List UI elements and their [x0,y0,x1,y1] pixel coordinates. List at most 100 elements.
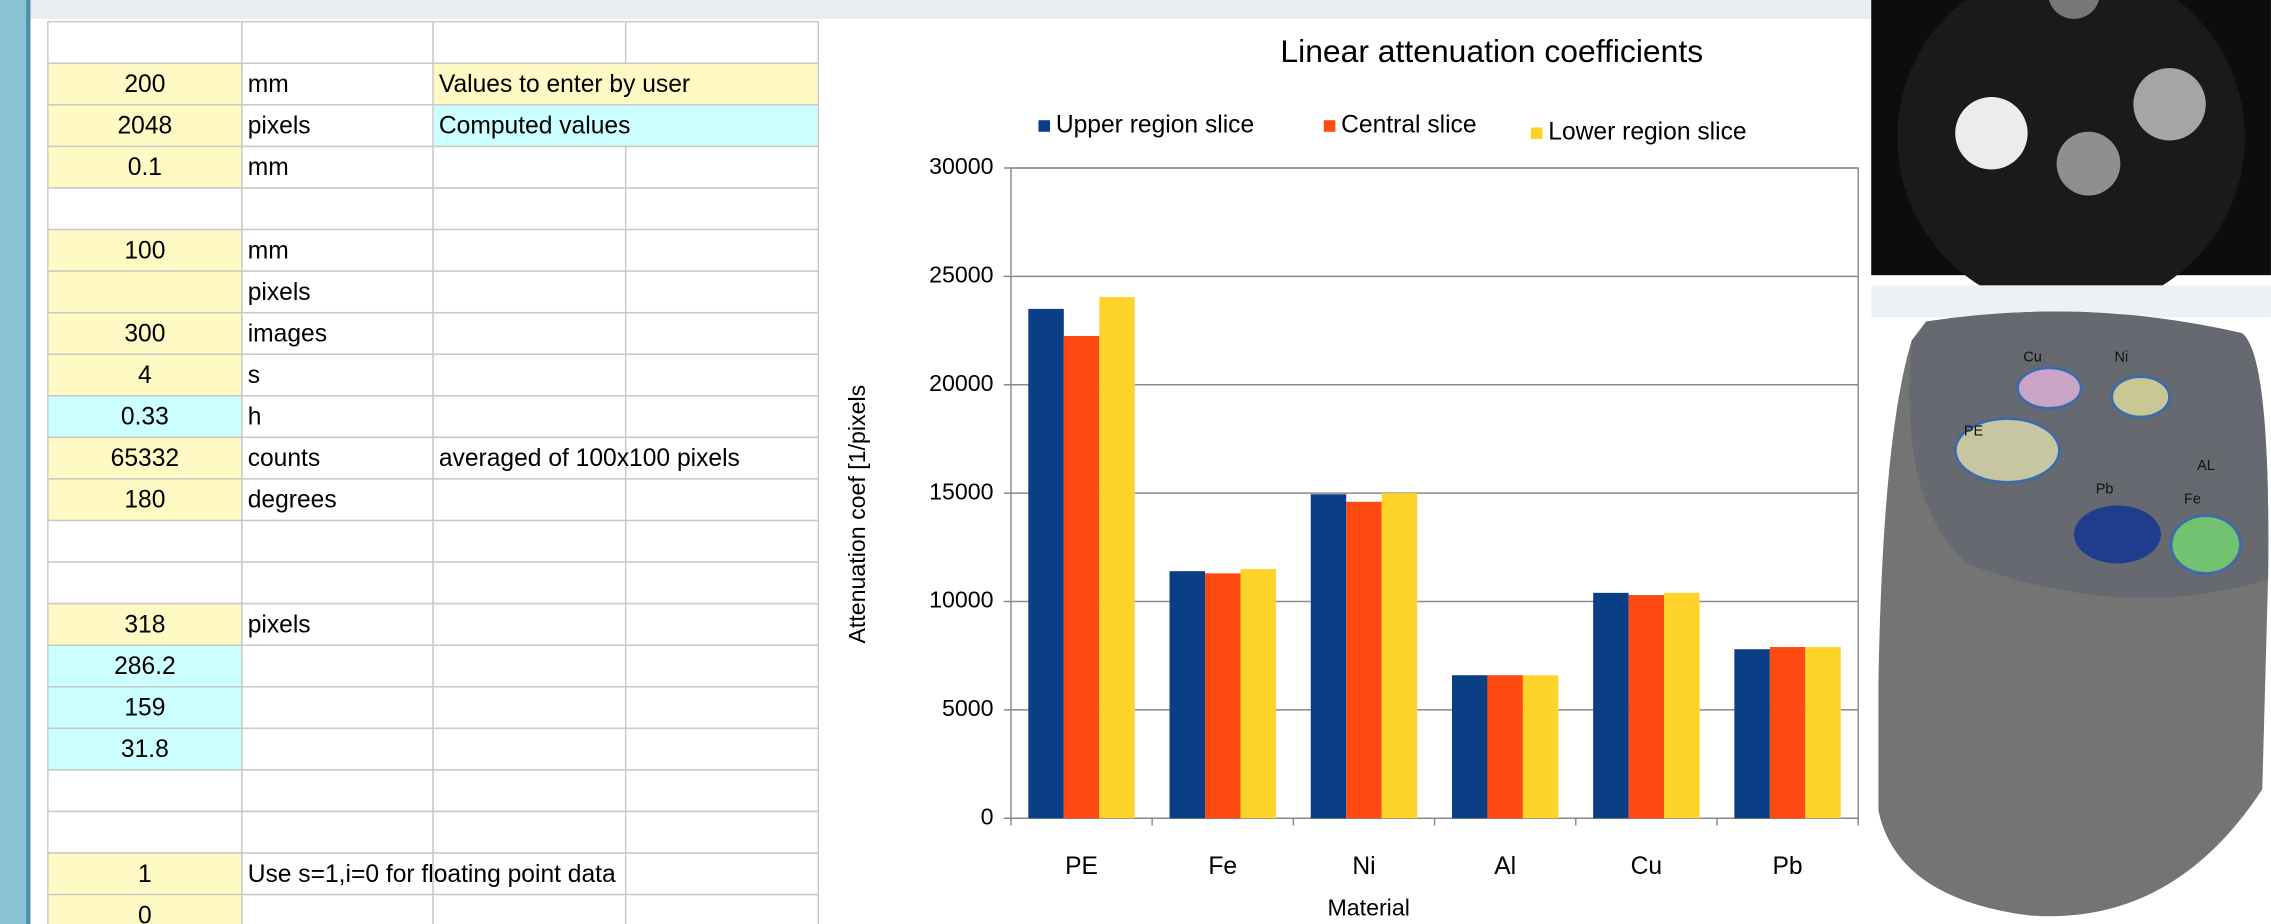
cell-text: pixels [248,611,311,638]
cell [626,188,819,230]
cell [242,645,433,687]
bar [1805,647,1840,818]
cell-value: 200 [124,71,165,98]
cell [433,271,626,313]
cell [433,895,626,924]
cell-value: 100 [124,237,165,264]
pb-rod [2074,505,2161,563]
rod [2133,68,2205,140]
bar [1205,573,1240,818]
x-axis-label: Material [1327,895,1409,921]
bar [1593,593,1628,818]
cell [48,271,242,313]
bar [1452,675,1487,818]
bar [1311,494,1346,818]
cell-text: mm [248,237,289,264]
cell [626,354,819,396]
bar [1170,571,1205,818]
cell [626,479,819,521]
cell [433,811,626,853]
cell [433,188,626,230]
x-tick-label: Fe [1208,853,1237,880]
cell [433,230,626,272]
cell [433,604,626,646]
screenshot: 200mmValues to enter by user2048pixelsCo… [0,0,2271,924]
cell [433,521,626,563]
cell-value: 318 [124,611,165,638]
cell-text: s [248,362,260,389]
cell-text: pixels [248,279,311,306]
page: 200mmValues to enter by user2048pixelsCo… [0,0,2271,924]
left-stripe-edge [26,0,30,924]
cell [48,22,242,64]
cell [626,521,819,563]
rod [1955,97,2027,169]
cell-value: 180 [124,487,165,514]
cell [242,770,433,812]
cell [242,22,433,64]
cell [626,687,819,729]
y-axis-label: Attenuation coef [1/pixels [844,385,870,644]
cell [48,562,242,604]
cell [242,895,433,924]
legend-label: Lower region slice [1548,119,1746,146]
cell-value: 65332 [111,445,179,472]
cell [242,687,433,729]
bar [1346,502,1381,818]
material-label: AL [2197,458,2215,474]
fe-rod [2171,516,2241,574]
bar [1629,595,1664,818]
cell-text: pixels [248,113,311,140]
cell-text: Values to enter by user [439,71,690,98]
cell [433,354,626,396]
y-tick-label: 10000 [929,587,993,613]
y-tick-label: 20000 [929,370,993,396]
x-tick-label: PE [1065,853,1098,880]
chart-title: Linear attenuation coefficients [1280,33,1703,69]
cell [48,770,242,812]
cell [626,604,819,646]
cell [626,811,819,853]
cell-text: degrees [248,487,337,514]
cell [242,354,433,396]
cell [242,521,433,563]
legend-label: Central slice [1341,112,1476,139]
cell [48,521,242,563]
cell [433,313,626,355]
cell [433,396,626,438]
y-tick-label: 0 [981,803,994,829]
cell [626,853,819,895]
cell [626,271,819,313]
x-tick-label: Pb [1773,853,1803,880]
material-label: Pb [2096,481,2114,497]
cell [433,728,626,770]
cell [433,22,626,64]
cell-text: h [248,404,262,431]
cell [626,22,819,64]
cell-value: 0.33 [121,404,169,431]
cell [626,895,819,924]
cell [433,146,626,188]
cell [626,230,819,272]
y-tick-label: 15000 [929,478,993,504]
bar [1028,309,1063,818]
bar [1523,675,1558,818]
cell [242,188,433,230]
cell [433,479,626,521]
cell-value: 31.8 [121,736,169,763]
cell [242,396,433,438]
cell [48,811,242,853]
legend-swatch [1531,127,1543,139]
legend-label: Upper region slice [1056,112,1254,139]
cu-rod [2018,368,2082,409]
cell [626,728,819,770]
cell [433,562,626,604]
top-band [29,0,1871,19]
x-tick-label: Ni [1352,853,1375,880]
cell-text: counts [248,445,321,472]
cell-value: 2048 [118,113,173,140]
cell [433,645,626,687]
cell [626,562,819,604]
cell [626,396,819,438]
